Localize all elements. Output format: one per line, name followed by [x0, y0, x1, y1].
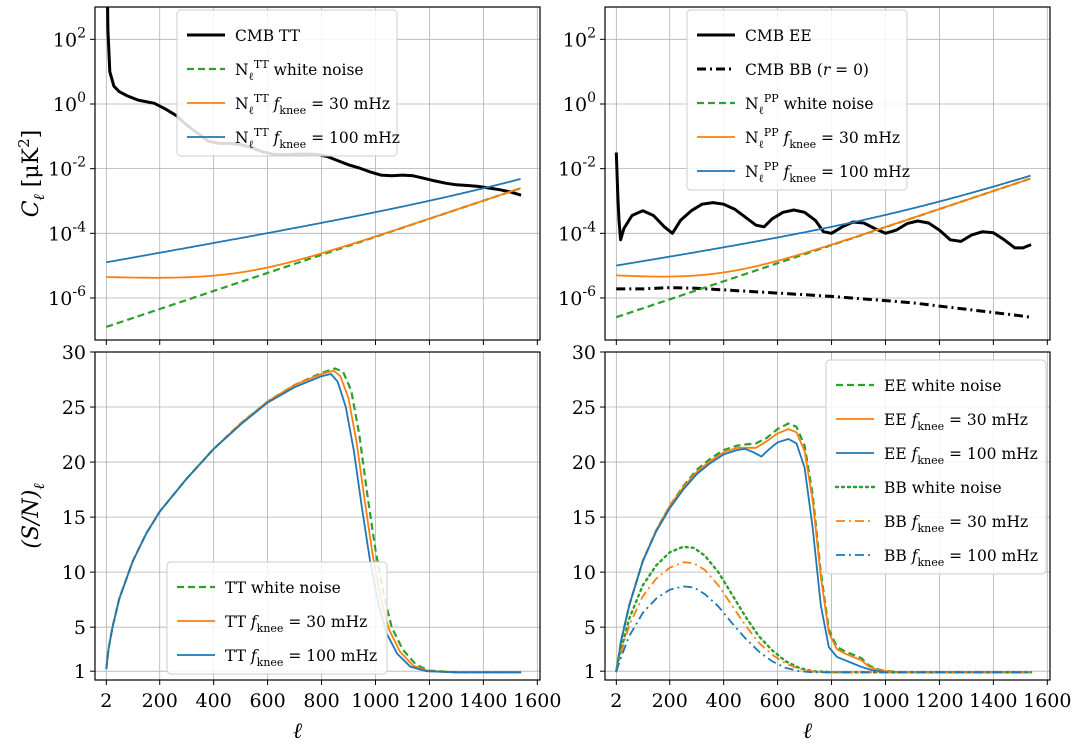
x-tick-label: 1200 [915, 690, 963, 712]
x-tick-label: 2 [100, 690, 112, 712]
x-tick-label: 600 [759, 690, 795, 712]
series-line-3 [105, 373, 522, 674]
x-tick-label: 1600 [513, 690, 561, 712]
legend-label: BB fknee = 30 mHz [884, 513, 1028, 535]
y-tick-label: 15 [572, 507, 596, 529]
y-axis-label: (S/N)ℓ [19, 483, 48, 548]
legend-frame [166, 561, 388, 675]
series-line-2 [616, 286, 1032, 319]
y-tick-label: 20 [62, 452, 86, 474]
x-axis-label: ℓ [293, 719, 303, 744]
legend-label: BB fknee = 100 mHz [884, 547, 1038, 569]
legend-label: NℓPP fknee = 30 mHz [745, 126, 900, 151]
y-tick-label: 1 [74, 661, 86, 683]
y-tick-label: 100 [563, 90, 596, 116]
legend-label: CMB TT [235, 27, 301, 45]
legend: CMB EE CMB BB (r = 0) NℓPP white noise NℓPP… [686, 9, 910, 191]
series-line-1 [614, 152, 1032, 250]
legend: EE white noise EE fknee = 30 mHz EE fknee … [825, 359, 1047, 575]
y-tick-label: 25 [62, 397, 86, 419]
axes-frame [94, 6, 541, 341]
legend: TT white noise TT fknee = 30 mHz TT fknee … [166, 561, 388, 675]
legend-label: NℓTT fknee = 100 mHz [235, 126, 400, 151]
x-axis-label: ℓ [803, 719, 813, 744]
series-line-4 [616, 177, 1031, 278]
legend-label: EE white noise [884, 377, 1002, 395]
y-tick-label: 10 [572, 562, 596, 584]
legend-label: BB white noise [884, 479, 1002, 497]
legend-label: NℓTT white noise [235, 58, 364, 83]
y-tick-label: 10-4 [48, 219, 86, 245]
y-axis-label: Cℓ [μK2] [15, 130, 48, 218]
y-tick-label: 1 [584, 661, 596, 683]
axes-frame [604, 6, 1051, 341]
x-tick-label: 1400 [969, 690, 1017, 712]
legend-label: NℓPP white noise [745, 92, 874, 117]
y-tick-label: 10-2 [558, 155, 596, 181]
y-tick-label: 10-2 [48, 155, 86, 181]
x-tick-label: 1200 [405, 690, 453, 712]
legend-label: EE fknee = 30 mHz [884, 411, 1028, 433]
legend-label: TT fknee = 100 mHz [225, 647, 377, 669]
series-group [615, 422, 1033, 674]
legend-label: NℓPP fknee = 100 mHz [745, 160, 910, 185]
legend: CMB TT NℓTT white noise NℓTT fknee = 30 mH… [176, 9, 400, 157]
legend-label: TT fknee = 30 mHz [225, 613, 367, 635]
y-tick-label: 30 [62, 342, 86, 364]
legend-frame [176, 9, 398, 157]
x-tick-label: 1400 [459, 690, 507, 712]
panel-bottom-left: 2 200 400 600 800 1000 1200 1400 160015101520253… [19, 342, 561, 744]
y-tick-label: 20 [572, 452, 596, 474]
axes-frame [94, 351, 541, 681]
x-tick-label: 1000 [351, 690, 399, 712]
series-line-6 [615, 585, 1032, 674]
x-tick-label: 1000 [861, 690, 909, 712]
y-tick-label: 102 [563, 25, 596, 51]
series-group [105, 367, 522, 674]
x-tick-label: 400 [196, 690, 232, 712]
legend-label: TT white noise [225, 579, 341, 597]
y-tick-label: 10-6 [48, 284, 86, 310]
y-tick-label: 15 [62, 507, 86, 529]
y-tick-label: 5 [584, 617, 596, 639]
x-tick-label: 400 [706, 690, 742, 712]
axes-frame [604, 351, 1051, 681]
legend-frame [825, 359, 1047, 575]
legend-label: CMB BB (r = 0) [745, 61, 869, 79]
x-tick-label: 800 [813, 690, 849, 712]
series-line-3 [106, 187, 521, 279]
y-tick-label: 5 [74, 617, 86, 639]
y-tick-label: 25 [572, 397, 596, 419]
legend-frame [686, 9, 908, 191]
series-line-4 [106, 178, 521, 264]
y-tick-label: 10-6 [558, 284, 596, 310]
legend-label: CMB EE [745, 27, 812, 45]
series-line-5 [616, 174, 1031, 267]
y-tick-label: 10 [62, 562, 86, 584]
x-tick-label: 1600 [1023, 690, 1071, 712]
panel-top-right: 10-6 10-4 10-2 100 102 CMB EE CMB BB (r = 0) Nℓ… [558, 6, 1051, 345]
series-group [614, 152, 1032, 319]
x-tick-label: 200 [652, 690, 688, 712]
y-tick-label: 10-4 [558, 219, 596, 245]
x-tick-label: 800 [303, 690, 339, 712]
series-line-2 [615, 428, 1032, 674]
legend-label: EE fknee = 100 mHz [884, 445, 1038, 467]
x-tick-label: 600 [249, 690, 285, 712]
series-line-3 [615, 438, 1032, 674]
panel-top-left: 10-6 10-4 10-2 100 102 Cℓ [μK2] CMB TT NℓTT whi… [15, 6, 541, 345]
y-tick-label: 102 [53, 25, 86, 51]
y-tick-label: 30 [572, 342, 596, 364]
y-tick-label: 100 [53, 90, 86, 116]
panel-bottom-right: 2 200 400 600 800 1000 1200 1400 160015101520253… [572, 342, 1072, 744]
x-tick-label: 200 [142, 690, 178, 712]
x-tick-label: 2 [610, 690, 622, 712]
legend-label: NℓTT fknee = 30 mHz [235, 92, 390, 117]
